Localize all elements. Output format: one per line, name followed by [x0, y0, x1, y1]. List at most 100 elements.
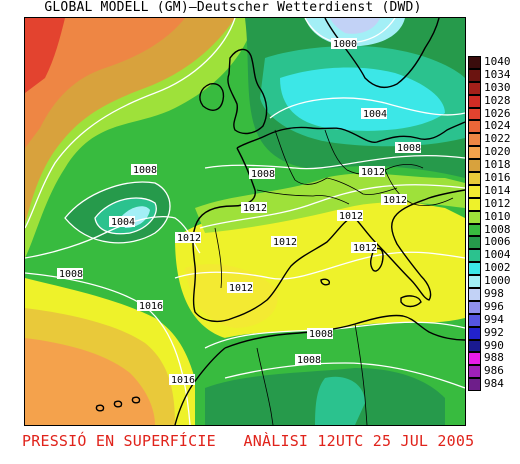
isobar-label: 1016 — [137, 300, 163, 312]
legend-swatch — [468, 210, 481, 224]
legend-label: 1018 — [484, 158, 511, 172]
legend-swatch — [468, 275, 481, 289]
legend-label: 994 — [484, 312, 504, 326]
border-france-germany — [274, 129, 328, 185]
border-pyrenees — [256, 189, 350, 205]
isobar-line-1004-north — [269, 97, 465, 119]
legend-item: 996 — [468, 299, 520, 314]
border-balkans — [384, 169, 454, 206]
isobar-label: 1008 — [395, 142, 421, 154]
coast-ireland — [199, 83, 225, 111]
isobar-label-text: 1004 — [111, 217, 135, 228]
country-borders — [214, 129, 454, 425]
isobar-labels: 1000 1004 1008 1008 1004 1008 1012 1012 … — [57, 38, 421, 386]
border-portugal — [214, 227, 222, 289]
legend-item: 990 — [468, 339, 520, 353]
legend-swatch — [468, 146, 481, 160]
legend-label: 996 — [484, 299, 504, 313]
legend-item: 1014 — [468, 184, 520, 198]
legend-label: 1034 — [484, 67, 511, 81]
isobar-lines — [25, 18, 465, 425]
isobar-label: 1012 — [241, 202, 267, 214]
legend-swatch — [468, 378, 481, 392]
isobar-label: 1000 — [331, 38, 357, 50]
legend-label: 1026 — [484, 106, 511, 120]
isobar-label: 1016 — [169, 374, 195, 386]
legend-label: 986 — [484, 364, 504, 378]
field-1020-southwest — [25, 338, 155, 425]
legend-label: 1000 — [484, 274, 511, 288]
legend-item: 1010 — [468, 209, 520, 224]
isobar-label: 1012 — [337, 210, 363, 222]
legend-swatch — [468, 68, 481, 82]
isobar-label-text: 1004 — [363, 109, 387, 120]
coast-balearics — [320, 278, 331, 286]
legend-swatch — [468, 223, 481, 237]
legend-label: 1040 — [484, 55, 511, 68]
pressure-map: 1000 1004 1008 1008 1004 1008 1012 1012 … — [24, 17, 466, 426]
coast-canary-1 — [95, 404, 105, 412]
legend-item: 1018 — [468, 158, 520, 173]
isobar-label: 1012 — [359, 166, 385, 178]
isobar-line-1012-central — [199, 184, 465, 229]
legend-item: 984 — [468, 377, 520, 392]
isobar-label: 1004 — [361, 108, 387, 120]
isobar-line-1008-north — [204, 155, 465, 170]
border-morocco-algeria — [256, 347, 274, 425]
isobar-label-text: 1008 — [133, 165, 157, 176]
legend-swatch — [468, 236, 481, 250]
legend-swatch — [468, 120, 481, 134]
legend-item: 1022 — [468, 132, 520, 147]
pressure-legend: 1040 1034 1030 1028 1026 1024 1022 1020 1018 1016… — [468, 55, 520, 392]
isobar-label: 1008 — [131, 164, 157, 176]
isobar-label: 1012 — [271, 236, 297, 248]
legend-swatch — [468, 339, 481, 353]
isobar-label-text: 1012 — [361, 167, 385, 178]
legend-item: 1004 — [468, 248, 520, 263]
isobar-label-text: 1012 — [383, 195, 407, 206]
legend-swatch — [468, 365, 481, 379]
legend-item: 1020 — [468, 145, 520, 160]
legend-label: 1004 — [484, 248, 511, 262]
legend-item: 1012 — [468, 197, 520, 211]
legend-item: 1040 — [468, 55, 520, 69]
legend-swatch — [468, 81, 481, 95]
legend-item: 988 — [468, 352, 520, 366]
legend-item: 994 — [468, 312, 520, 327]
legend-label: 998 — [484, 287, 504, 301]
isobar-label: 1012 — [227, 282, 253, 294]
field-1010-central — [195, 173, 465, 233]
legend-swatch — [468, 184, 481, 198]
coast-canary-3 — [131, 396, 141, 404]
isobar-line-1008-atlantic — [64, 181, 171, 244]
legend-item: 1026 — [468, 106, 520, 121]
isobar-label-text: 1012 — [273, 237, 297, 248]
legend-swatch — [468, 352, 481, 366]
legend-label: 1008 — [484, 222, 511, 236]
legend-label: 984 — [484, 377, 504, 391]
isobar-line-1016-north — [25, 18, 236, 229]
coast-north-africa — [224, 314, 465, 349]
isobar-label-text: 1008 — [59, 269, 83, 280]
isobar-label-text: 1000 — [333, 39, 357, 50]
coast-canary-2 — [113, 400, 123, 408]
legend-label: 992 — [484, 325, 504, 339]
legend-swatch — [468, 262, 481, 276]
legend-item: 1030 — [468, 81, 520, 95]
isobar-label: 1012 — [175, 232, 201, 244]
legend-item: 998 — [468, 287, 520, 301]
coast-sardinia — [370, 247, 384, 272]
coast-italy — [352, 189, 465, 301]
legend-swatch — [468, 94, 481, 108]
legend-swatch — [468, 313, 481, 327]
legend-label: 1010 — [484, 209, 511, 223]
legend-swatch — [468, 56, 481, 69]
isobar-line-1004-atlantic — [94, 197, 157, 235]
isobar-label: 1012 — [381, 194, 407, 206]
legend-item: 1034 — [468, 67, 520, 82]
legend-swatch — [468, 107, 481, 121]
pressure-field-svg: 1000 1004 1008 1008 1004 1008 1012 1012 … — [25, 18, 465, 425]
legend-swatch — [468, 133, 481, 147]
isobar-label-text: 1016 — [171, 375, 195, 386]
isobar-label-text: 1012 — [229, 283, 253, 294]
